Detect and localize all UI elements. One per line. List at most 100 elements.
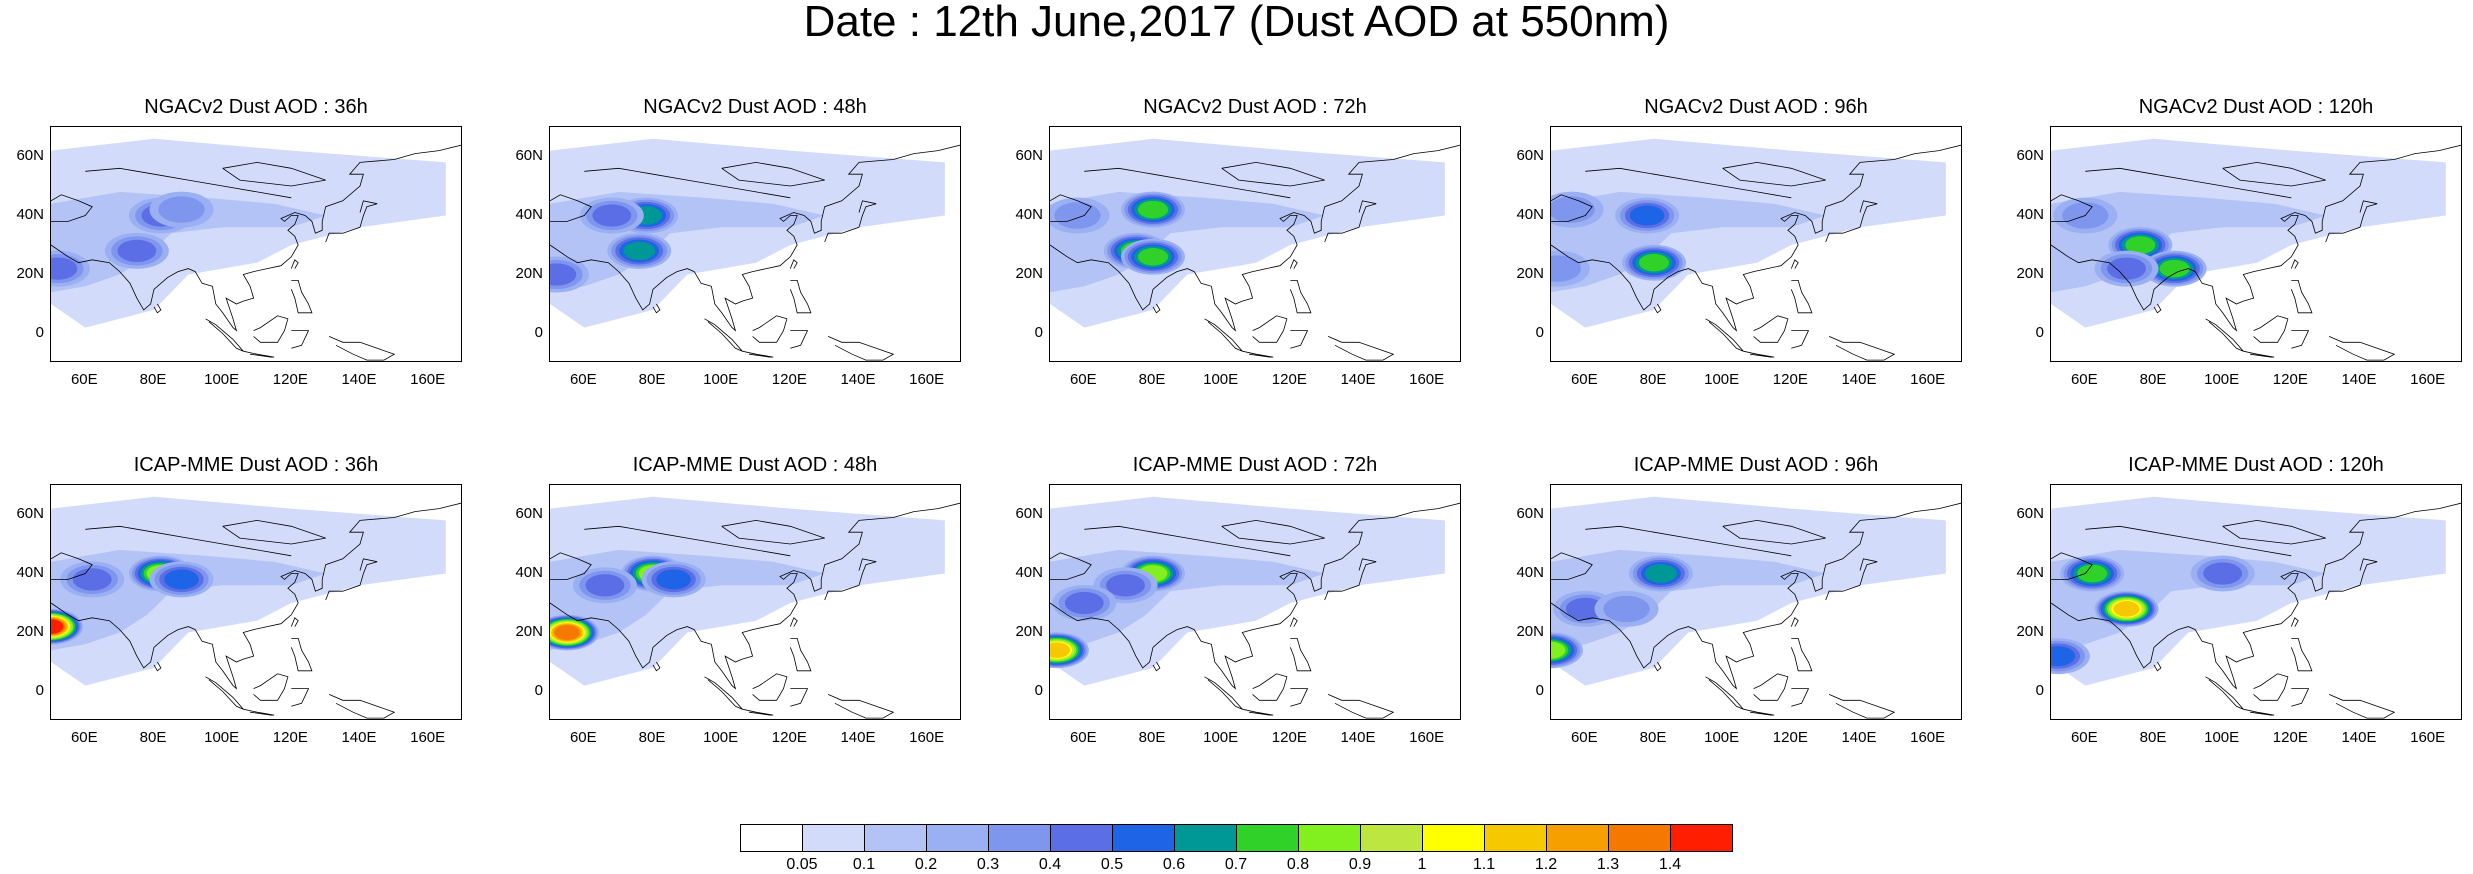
y-tick-label: 20N <box>1516 622 1544 640</box>
aod-hotspot <box>1054 202 1101 229</box>
aod-hotspot <box>2159 259 2190 278</box>
coastline <box>290 259 299 269</box>
coastline <box>1324 558 1377 601</box>
y-tick-label: 20N <box>515 622 543 640</box>
aod-hotspot <box>1137 248 1169 266</box>
colorbar-swatch <box>1546 824 1609 852</box>
coastline <box>2325 558 2378 601</box>
x-tick-label: 140E <box>2341 729 2377 746</box>
coastline <box>1825 200 1878 243</box>
coastline <box>290 638 313 672</box>
x-tick-label: 120E <box>771 371 807 388</box>
coastline <box>1753 315 1789 343</box>
x-tick-label: 80E <box>638 729 666 746</box>
coastline <box>2085 167 2292 199</box>
coastline <box>2222 161 2326 187</box>
coastline <box>2243 708 2275 716</box>
colorbar-swatch <box>1422 824 1485 852</box>
aod-hotspot <box>117 239 157 263</box>
colorbar-swatch <box>1608 824 1671 852</box>
x-tick-label: 100E <box>703 729 739 746</box>
colorbar-swatch <box>802 824 865 852</box>
aod-hotspot <box>2051 646 2076 667</box>
coastline <box>51 502 461 690</box>
colorbar-tick-label: 0.6 <box>1162 856 1186 873</box>
y-tick-label: 40N <box>515 205 543 223</box>
panel-title: NGACv2 Dust AOD : 48h <box>643 96 867 118</box>
coastline <box>827 694 895 719</box>
colorbar-swatch <box>1298 824 1361 852</box>
aod-contour-low <box>1050 496 1445 686</box>
coastline <box>1152 303 1161 314</box>
coastline <box>827 336 895 361</box>
aod-hotspot <box>2113 601 2140 617</box>
colorbar-swatch <box>1236 824 1299 852</box>
coastline <box>2085 525 2292 557</box>
x-tick-label: 160E <box>2410 729 2446 746</box>
coastline <box>790 688 809 707</box>
aod-contour-low <box>1050 138 1445 328</box>
y-tick-label: 20N <box>2016 622 2044 640</box>
aod-contour-low <box>550 138 945 328</box>
colorbar-tick-label: 1.3 <box>1596 856 1620 873</box>
coastline <box>222 519 326 545</box>
aod-hotspot <box>554 625 580 640</box>
x-tick-label: 140E <box>1340 729 1376 746</box>
x-tick-label: 100E <box>1203 371 1239 388</box>
colorbar-swatch <box>1174 824 1237 852</box>
y-tick-label: 0 <box>2035 681 2044 699</box>
coastline <box>1790 638 1813 672</box>
coastline <box>2328 336 2396 361</box>
y-tick-label: 20N <box>1015 622 1043 640</box>
panel-title: ICAP-MME Dust AOD : 48h <box>632 454 878 476</box>
coastline <box>2243 350 2275 358</box>
aod-hotspot <box>2203 562 2243 585</box>
aod-hotspot <box>1137 200 1169 219</box>
coastline <box>1242 350 1274 358</box>
coastline <box>789 638 812 672</box>
coastline <box>328 694 396 719</box>
coastline <box>153 661 162 672</box>
x-tick-label: 140E <box>1841 371 1877 388</box>
coastline <box>2153 303 2162 314</box>
coastline <box>85 167 292 199</box>
x-tick-label: 160E <box>909 729 945 746</box>
x-tick-label: 60E <box>1069 371 1097 388</box>
map-frame <box>2050 484 2462 720</box>
coastline <box>2051 194 2093 222</box>
panel-title: ICAP-MME Dust AOD : 36h <box>133 454 379 476</box>
dust-aod-map <box>1050 138 1460 361</box>
colorbar-swatch <box>1670 824 1733 852</box>
map-panel-grid: NGACv2 Dust AOD : 36h 60N 40N 20N 0 60E 80E 100… <box>16 96 2462 746</box>
coastline <box>1653 303 1662 314</box>
coastline <box>1828 694 1896 719</box>
x-tick-label: 80E <box>1639 371 1667 388</box>
coastline <box>1551 502 1961 690</box>
coastline <box>85 525 292 557</box>
y-tick-label: 0 <box>534 323 543 341</box>
y-tick-label: 20N <box>16 622 44 640</box>
x-tick-label: 60E <box>2070 729 2098 746</box>
x-tick-label: 80E <box>1138 371 1166 388</box>
x-tick-label: 100E <box>1704 729 1740 746</box>
map-frame <box>2050 126 2462 362</box>
x-tick-label: 140E <box>840 371 876 388</box>
coastline <box>253 315 289 343</box>
coastline <box>1653 661 1662 672</box>
coastline <box>1753 673 1789 701</box>
coastline <box>205 676 244 710</box>
coastline <box>1324 200 1377 243</box>
x-tick-label: 80E <box>2139 371 2167 388</box>
coastline <box>1289 617 1298 627</box>
aod-contour-low <box>550 496 945 686</box>
colorbar-tick-label: 1.2 <box>1534 856 1558 873</box>
coastline <box>328 336 396 361</box>
colorbar <box>740 824 1733 852</box>
colorbar-tick-label: 0.7 <box>1224 856 1248 873</box>
panel-title: NGACv2 Dust AOD : 120h <box>2138 96 2374 118</box>
colorbar-tick-label: 1.1 <box>1472 856 1496 873</box>
x-tick-label: 160E <box>1409 729 1445 746</box>
colorbar-tick-label: 0.05 <box>786 856 818 873</box>
aod-hotspot <box>1603 595 1650 623</box>
x-tick-label: 80E <box>1639 729 1667 746</box>
